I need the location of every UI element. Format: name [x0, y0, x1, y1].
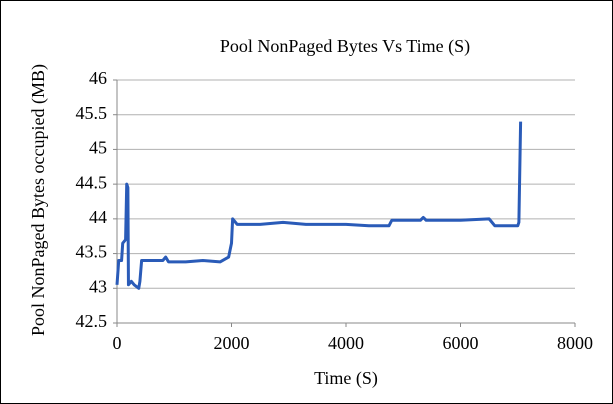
x-axis-label: Time (S) — [314, 368, 378, 389]
chart-title: Pool NonPaged Bytes Vs Time (S) — [220, 36, 470, 57]
y-tick-label: 45.5 — [76, 103, 108, 123]
y-tick-label: 45 — [89, 138, 107, 158]
y-tick-label: 43.5 — [76, 242, 108, 262]
x-tick-label: 8000 — [557, 333, 593, 353]
y-tick-label: 44.5 — [76, 172, 108, 192]
x-tick-label: 2000 — [214, 333, 250, 353]
y-tick-label: 42.5 — [76, 311, 108, 331]
y-tick-label: 44 — [89, 207, 107, 227]
data-line — [115, 121, 523, 290]
y-tick-label: 43 — [89, 276, 107, 296]
x-tick-label: 6000 — [443, 333, 479, 353]
x-tick-label: 0 — [113, 333, 122, 353]
x-tick-label: 4000 — [328, 333, 364, 353]
y-axis-label: Pool NonPaged Bytes occupied (MB) — [28, 64, 49, 336]
y-tick-label: 46 — [89, 68, 107, 88]
